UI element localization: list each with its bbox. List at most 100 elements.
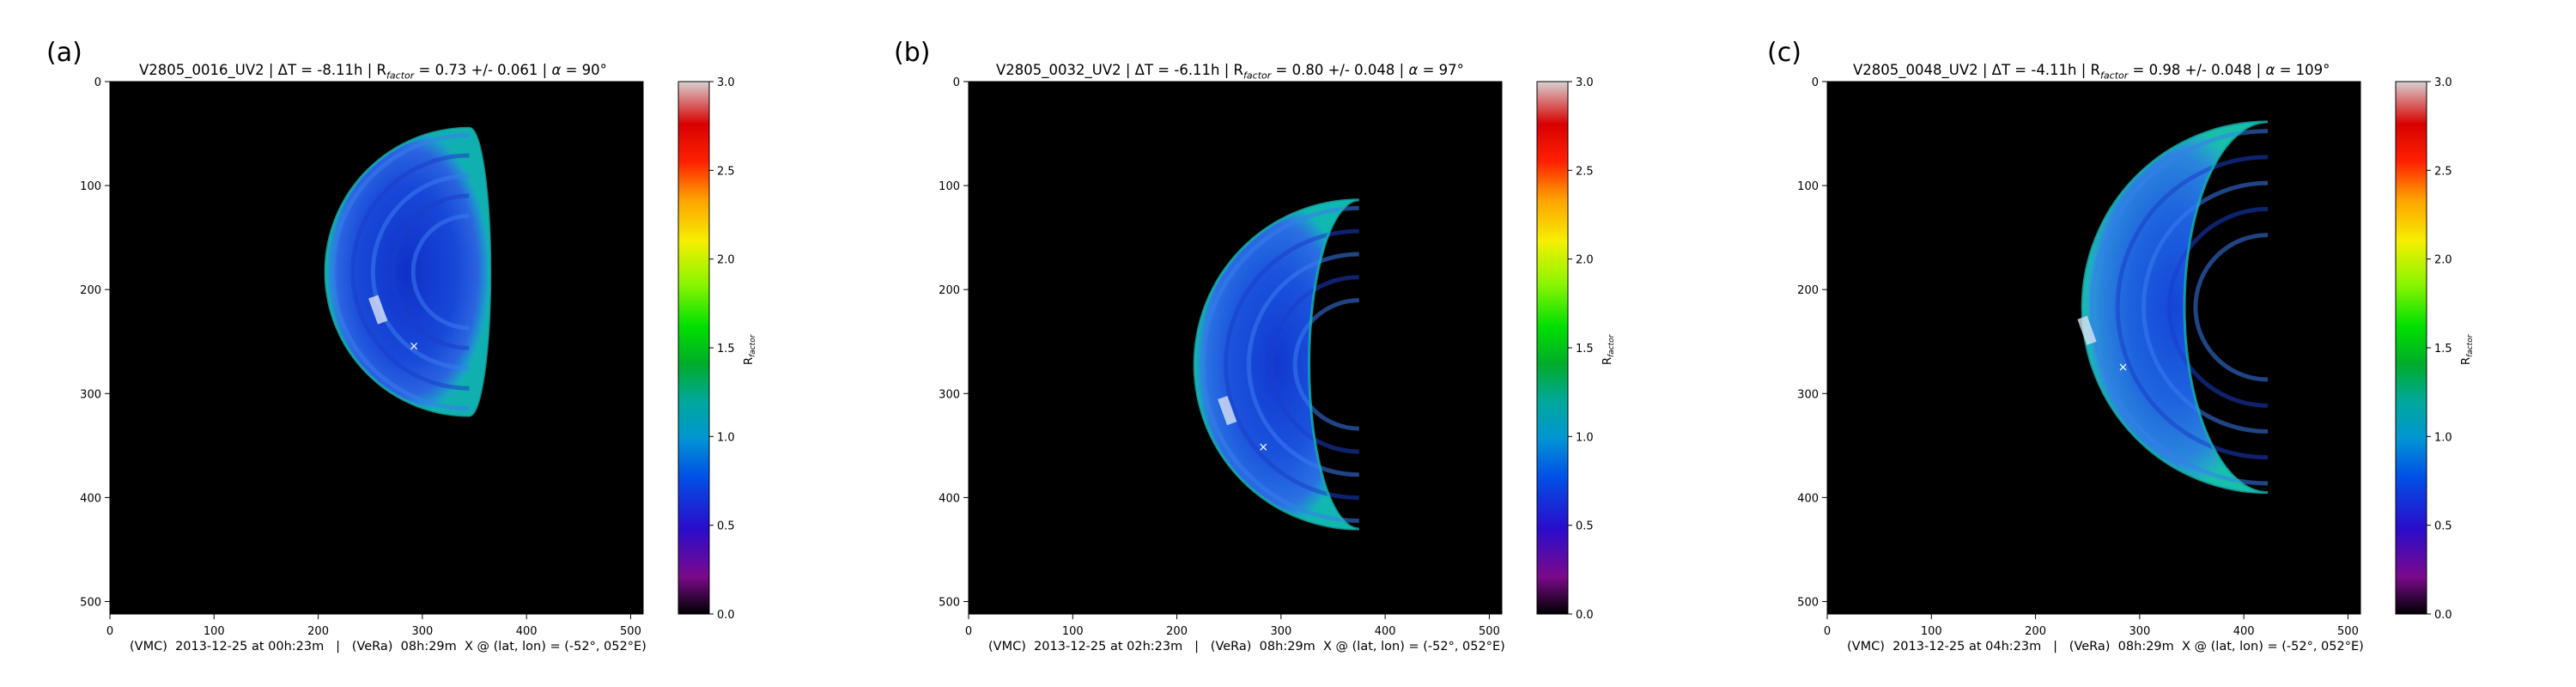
planet-disk <box>1194 199 1359 530</box>
vera-marker: × <box>1258 441 1268 454</box>
x-tick-label: 100 <box>1921 625 1942 638</box>
x-tick-label: 200 <box>2025 625 2046 638</box>
x-tick-label: 100 <box>204 625 225 638</box>
axes-frame <box>109 81 644 615</box>
cloud-band <box>1292 298 1359 431</box>
vera-marker: × <box>409 340 419 354</box>
cloud-band <box>2141 180 2269 434</box>
cloud-band <box>391 193 470 350</box>
panel-footer: (VMC) 2013-12-25 at 00h:23m | (VeRa) 08h… <box>130 640 647 654</box>
cloud-band <box>1200 205 1359 523</box>
x-tick-label: 100 <box>1062 625 1084 638</box>
y-tick-label: 500 <box>939 596 960 609</box>
y-tick-label: 300 <box>939 388 960 401</box>
colorbar-tick-label: 2.5 <box>717 165 735 178</box>
colorbar <box>677 81 710 615</box>
heatmap-plot: × 0 100 200 300 400 500 0 100 200 300 400 500 0.0 0.5 1… <box>939 76 1616 638</box>
panel-c: (c) V2805_0048_UV2 | ΔT = -4.11h | Rfact… <box>1717 0 2576 687</box>
colorbar-tick-label: 0.5 <box>2434 520 2452 533</box>
cloud-band <box>1269 275 1359 454</box>
x-tick-label: 300 <box>411 625 433 638</box>
heatmap-plot: × 0 100 200 300 400 500 0 100 200 300 400 500 0.0 0.5 1… <box>80 76 757 638</box>
x-tick-label: 500 <box>1479 625 1500 638</box>
panel-footer: (VMC) 2013-12-25 at 02h:23m | (VeRa) 08h… <box>988 640 1505 654</box>
image-layer <box>1193 198 1359 531</box>
panel-label: (c) <box>1767 38 1801 68</box>
x-tick-label: 0 <box>1824 625 1831 638</box>
x-tick-label: 400 <box>516 625 538 638</box>
x-tick-label: 200 <box>307 625 329 638</box>
colorbar-tick-label: 3.0 <box>1576 76 1594 89</box>
colorbar-tick-label: 2.0 <box>1576 254 1594 267</box>
colorbar-tick-label: 1.5 <box>717 343 735 356</box>
colorbar-tick-label: 1.5 <box>1576 343 1594 356</box>
panel-label: (b) <box>894 38 931 68</box>
cloud-band <box>1247 252 1359 477</box>
y-tick-label: 100 <box>1797 180 1819 193</box>
panel-b: (b) V2805_0032_UV2 | ΔT = -6.11h | Rfact… <box>859 0 1717 687</box>
colorbar-label: Rfactor <box>743 333 757 365</box>
colorbar-tick-label: 0.0 <box>717 609 735 622</box>
overlay-segment <box>2077 315 2097 345</box>
x-tick-label: 500 <box>2337 625 2359 638</box>
colorbar-tick-label: 2.5 <box>2434 165 2452 178</box>
cloud-band <box>2193 233 2269 382</box>
cloud-band <box>1224 228 1359 501</box>
y-tick-label: 100 <box>939 180 960 193</box>
cloud-band <box>410 213 470 331</box>
colorbar <box>1536 81 1569 615</box>
panel-title: V2805_0016_UV2 | ΔT = -8.11h | Rfactor =… <box>139 62 607 82</box>
y-tick-label: 300 <box>1797 388 1819 401</box>
panel-title: V2805_0032_UV2 | ΔT = -6.11h | Rfactor =… <box>996 62 1464 82</box>
colorbar-tick-label: 0.0 <box>1576 609 1594 622</box>
cloud-band <box>350 153 470 391</box>
cloud-band <box>330 133 470 411</box>
y-tick-label: 0 <box>94 76 101 89</box>
colorbar <box>2395 81 2427 615</box>
axes-frame <box>968 81 1503 615</box>
colorbar-tick-label: 1.0 <box>2434 431 2452 444</box>
colorbar-tick-label: 0.5 <box>1576 520 1594 533</box>
x-tick-label: 300 <box>2129 625 2150 638</box>
heatmap-plot: × 0 100 200 300 400 500 0 100 200 300 400 500 0.0 0.5 1… <box>1797 76 2475 638</box>
colorbar-label: Rfactor <box>2460 333 2475 365</box>
y-tick-label: 300 <box>80 388 101 401</box>
overlay-segment <box>368 295 388 325</box>
x-tick-label: 300 <box>1270 625 1291 638</box>
y-tick-label: 0 <box>953 76 960 89</box>
cloud-band <box>2116 155 2269 460</box>
colorbar-tick-label: 1.0 <box>717 431 735 444</box>
cloud-band <box>2089 129 2269 486</box>
colorbar-tick-label: 3.0 <box>2434 76 2452 89</box>
y-tick-label: 100 <box>80 180 101 193</box>
x-tick-label: 0 <box>106 625 113 638</box>
x-tick-label: 200 <box>1166 625 1188 638</box>
disk-limb <box>1193 198 1359 531</box>
colorbar-tick-label: 0.0 <box>2434 609 2452 622</box>
y-tick-label: 200 <box>1797 284 1819 297</box>
x-tick-label: 400 <box>2233 625 2255 638</box>
cloud-band <box>371 173 470 371</box>
colorbar-tick-label: 2.5 <box>1576 165 1594 178</box>
colorbar-tick-label: 2.0 <box>2434 254 2452 267</box>
y-tick-label: 500 <box>1797 596 1819 609</box>
image-layer <box>325 126 492 417</box>
colorbar-label: Rfactor <box>1601 333 1616 365</box>
panel-title: V2805_0048_UV2 | ΔT = -4.11h | Rfactor =… <box>1853 62 2330 82</box>
colorbar-tick-label: 1.5 <box>2434 343 2452 356</box>
colorbar-tick-label: 1.0 <box>1576 431 1594 444</box>
colorbar-tick-label: 0.5 <box>717 520 735 533</box>
panel-a: (a) V2805_0016_UV2 | ΔT = -8.11h | Rfact… <box>0 0 859 687</box>
y-tick-label: 200 <box>939 284 960 297</box>
y-tick-label: 400 <box>80 492 101 505</box>
vera-marker: × <box>2118 361 2129 374</box>
x-tick-label: 400 <box>1375 625 1396 638</box>
overlay-segment <box>1218 395 1237 426</box>
panel-footer: (VMC) 2013-12-25 at 04h:23m | (VeRa) 08h… <box>1847 640 2364 654</box>
y-tick-label: 400 <box>939 492 960 505</box>
y-tick-label: 400 <box>1797 492 1819 505</box>
x-tick-label: 500 <box>620 625 641 638</box>
colorbar-tick-label: 2.0 <box>717 254 735 267</box>
panel-label: (a) <box>46 38 82 68</box>
disk-limb <box>325 126 492 417</box>
